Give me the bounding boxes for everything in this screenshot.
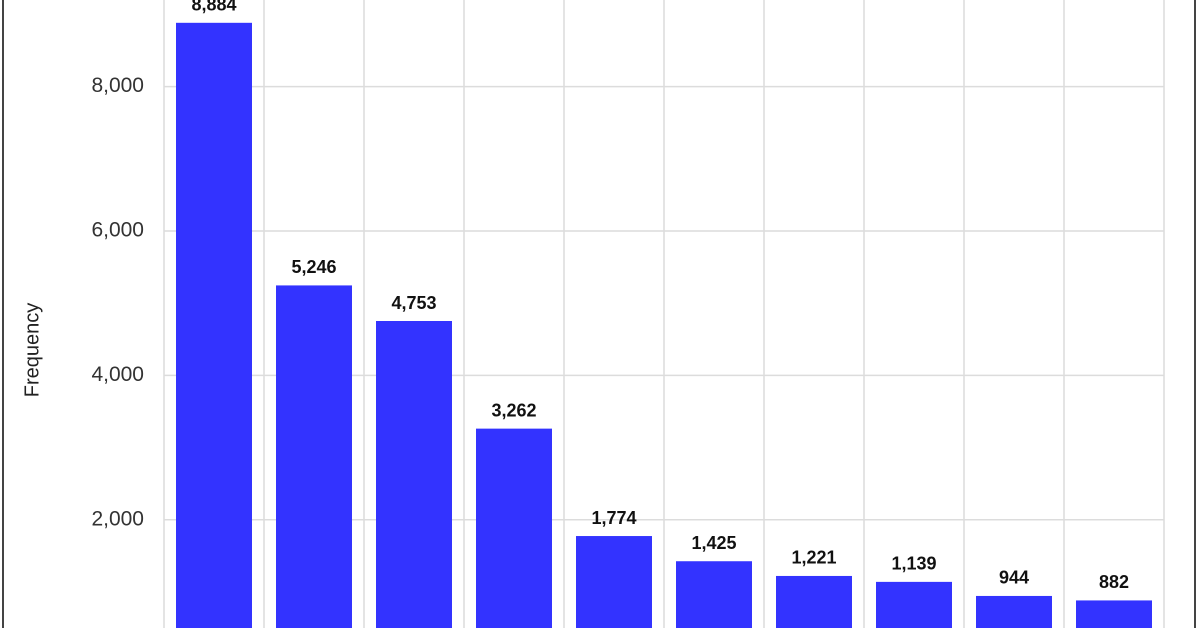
value-label: 3,262	[491, 400, 536, 420]
value-label: 1,139	[891, 554, 936, 574]
bar	[376, 321, 452, 628]
value-label: 1,425	[691, 533, 736, 553]
y-tick-label: 6,000	[91, 219, 144, 242]
value-label: 882	[1099, 572, 1129, 592]
bar	[176, 22, 252, 628]
y-axis-label: Frequency	[21, 303, 43, 398]
bar	[776, 575, 852, 628]
value-label: 8,884	[191, 0, 236, 15]
bar	[976, 595, 1052, 628]
y-tick-label: 4,000	[91, 363, 144, 386]
value-label: 944	[999, 568, 1029, 588]
bar	[576, 536, 652, 628]
bar	[276, 285, 352, 628]
bar	[476, 428, 552, 628]
bar	[676, 561, 752, 628]
value-label: 1,774	[591, 508, 636, 528]
bar	[876, 581, 952, 628]
value-label: 5,246	[291, 257, 336, 277]
y-tick-label: 8,000	[91, 74, 144, 97]
grid	[163, 0, 1165, 628]
value-label: 4,753	[391, 293, 436, 313]
value-label: 1,221	[791, 548, 836, 568]
y-tick-label: 2,000	[91, 507, 144, 530]
bar	[1076, 600, 1152, 628]
